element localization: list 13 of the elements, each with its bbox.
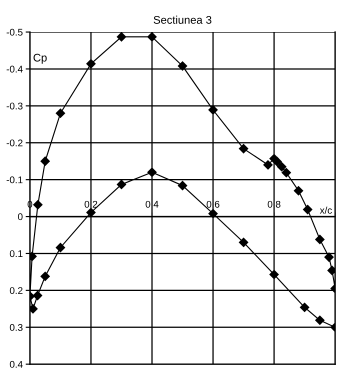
y-tick-label: 0.2 [10,287,22,294]
y-tick-label: -0.4 [6,66,23,73]
y-axis-title: Cp [34,54,47,64]
y-tick-label: 0 [18,213,23,220]
y-tick-label: -0.5 [6,28,23,36]
chart-title: Sectiunea 3 [154,16,212,24]
y-tick-label: -0.2 [6,139,22,146]
y-tick-label: 0.3 [10,324,23,331]
x-axis-title: x/c [320,206,332,214]
y-tick-label: -0.3 [6,102,23,110]
y-tick-label: 0.4 [10,360,23,368]
y-tick-label: -0.1 [6,176,23,184]
y-tick-label: 0.1 [10,250,23,258]
